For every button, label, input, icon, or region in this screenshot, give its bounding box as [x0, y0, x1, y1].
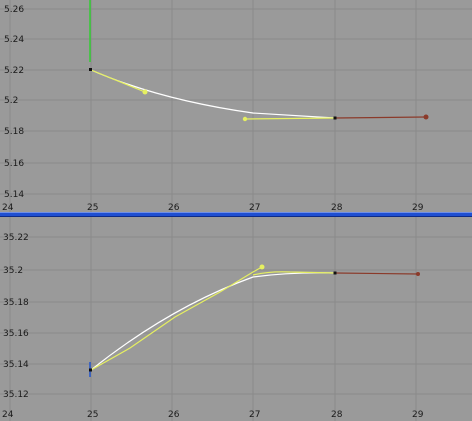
keyframe-point[interactable]	[89, 68, 92, 71]
keyframe-point[interactable]	[89, 368, 92, 372]
x-tick-label: 26	[168, 203, 180, 212]
y-tick-label: 5.14	[4, 190, 24, 200]
y-tick-label: 5.2	[4, 96, 18, 106]
y-tick-label: 35.14	[3, 360, 29, 370]
x-tick-label: 25	[87, 410, 98, 420]
pane-divider[interactable]	[0, 212, 472, 217]
tangent-handle[interactable]	[242, 116, 248, 122]
curve-fit[interactable]	[90, 272, 336, 371]
y-tick-label: 35.12	[3, 390, 29, 400]
y-tick-label: 5.22	[4, 66, 24, 76]
extrapolation[interactable]	[334, 272, 419, 275]
y-tick-label: 35.18	[3, 298, 29, 308]
y-tick-label: 5.16	[4, 159, 24, 169]
y-tick-label: 35.2	[3, 266, 23, 276]
x-tick-label: 29	[412, 410, 424, 420]
x-tick-label: 27	[249, 410, 260, 420]
y-tick-label: 5.24	[4, 35, 24, 45]
x-tick-label: 26	[168, 410, 180, 420]
tangent-handle[interactable]	[142, 89, 148, 95]
x-tick-label: 24	[2, 203, 14, 212]
graph-pane-bottom[interactable]: 35.22 35.2 35.18 35.16 35.14 35.12 24 25…	[0, 217, 472, 421]
tangent-handle[interactable]	[259, 264, 265, 270]
y-tick-label: 5.26	[4, 5, 24, 15]
keyframe-curve[interactable]	[90, 69, 146, 93]
y-tick-label: 35.16	[3, 329, 29, 339]
x-tick-label: 25	[87, 203, 98, 212]
x-tick-label: 24	[2, 410, 14, 420]
keyframe-point[interactable]	[333, 271, 337, 275]
curve-fit[interactable]	[90, 69, 336, 119]
graph-canvas-top[interactable]: 5.26 5.24 5.22 5.2 5.18 5.16 5.14 24 25 …	[0, 0, 472, 212]
y-tick-label: 5.18	[4, 127, 24, 137]
graph-pane-top[interactable]: 5.26 5.24 5.22 5.2 5.18 5.16 5.14 24 25 …	[0, 0, 472, 212]
keyframe-curve[interactable]	[252, 271, 336, 276]
x-tick-label: 28	[331, 203, 343, 212]
x-tick-label: 27	[249, 203, 260, 212]
keyframe-curve[interactable]	[244, 117, 336, 120]
extrapolation[interactable]	[334, 116, 427, 119]
x-tick-label: 28	[331, 410, 343, 420]
y-tick-label: 35.22	[3, 233, 29, 243]
keyframe-curve[interactable]	[90, 266, 263, 371]
x-tick-label: 29	[412, 203, 424, 212]
tangent-handle[interactable]	[423, 114, 429, 120]
graph-canvas-bottom[interactable]: 35.22 35.2 35.18 35.16 35.14 35.12 24 25…	[0, 217, 472, 421]
keyframe-point[interactable]	[333, 116, 337, 120]
tangent-handle[interactable]	[416, 272, 420, 276]
